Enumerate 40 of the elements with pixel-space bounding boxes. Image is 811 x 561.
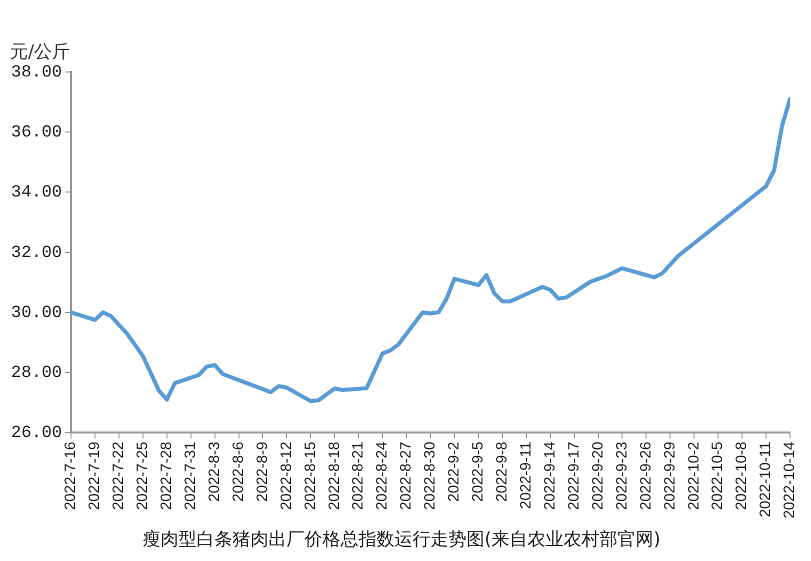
x-tick-label: 2022-7-28 — [158, 442, 176, 510]
text: 瘦肉型白条猪肉出厂价格总指数运行走势图(来自农业农村部官网) — [142, 528, 661, 550]
y-tick-label: 34.00 — [10, 184, 62, 203]
x-tick-label: 2022-8-3 — [206, 442, 223, 502]
x-tick-label: 2022-9-29 — [661, 442, 678, 510]
x-tick-label: 2022-10-2 — [685, 442, 702, 510]
y-tick-label: 36.00 — [10, 124, 62, 143]
x-tick-label: 2022-8-30 — [422, 442, 439, 510]
x-tick-label: 2022-9-26 — [637, 442, 654, 510]
y-tick-label: 32.00 — [10, 244, 62, 263]
x-tick-label: 2022-8-15 — [302, 442, 319, 510]
y-tick-label: 26.00 — [10, 424, 62, 444]
x-tick-label: 2022-10-11 — [757, 442, 774, 518]
x-tick-label: 2022-9-20 — [589, 442, 606, 510]
x-tick-label: 2022-9-8 — [494, 442, 511, 502]
x-tick-label: 2022-10-8 — [733, 442, 750, 510]
x-tick-label: 2022-7-25 — [134, 442, 152, 510]
x-tick-label: 2022-8-27 — [398, 442, 415, 510]
x-tick-label: 2022-7-16 — [62, 442, 80, 510]
y-tick-label: 28.00 — [10, 364, 62, 384]
x-tick-label: 2022-9-17 — [565, 442, 582, 510]
x-tick-label: 2022-9-5 — [470, 442, 487, 502]
y-tick-label: 38.00 — [10, 64, 62, 82]
x-tick-label: 2022-8-21 — [350, 442, 367, 510]
x-tick-label: 2022-9-23 — [613, 442, 630, 510]
x-tick-label: 2022-10-5 — [709, 442, 726, 510]
x-tick-label: 2022-9-2 — [446, 442, 463, 502]
x-tick-label: 2022-7-31 — [182, 442, 199, 510]
x-tick-label: 2022-8-6 — [230, 442, 247, 502]
x-tick-label: 2022-7-22 — [110, 442, 128, 510]
x-tick-label: 2022-8-24 — [374, 442, 391, 510]
x-tick-label: 2022-8-12 — [278, 442, 295, 510]
x-tick-label: 2022-7-19 — [86, 442, 104, 510]
x-tick-label: 2022-9-14 — [541, 442, 558, 510]
y-axis-title: 元/公斤 — [10, 42, 70, 63]
x-tick-label: 2022-8-18 — [326, 442, 343, 510]
x-tick-label: 2022-9-11 — [518, 442, 535, 509]
x-tick-label: 2022-10-14 — [781, 442, 798, 518]
y-tick-label: 30.00 — [10, 304, 62, 323]
x-tick-label: 2022-8-9 — [254, 442, 271, 502]
